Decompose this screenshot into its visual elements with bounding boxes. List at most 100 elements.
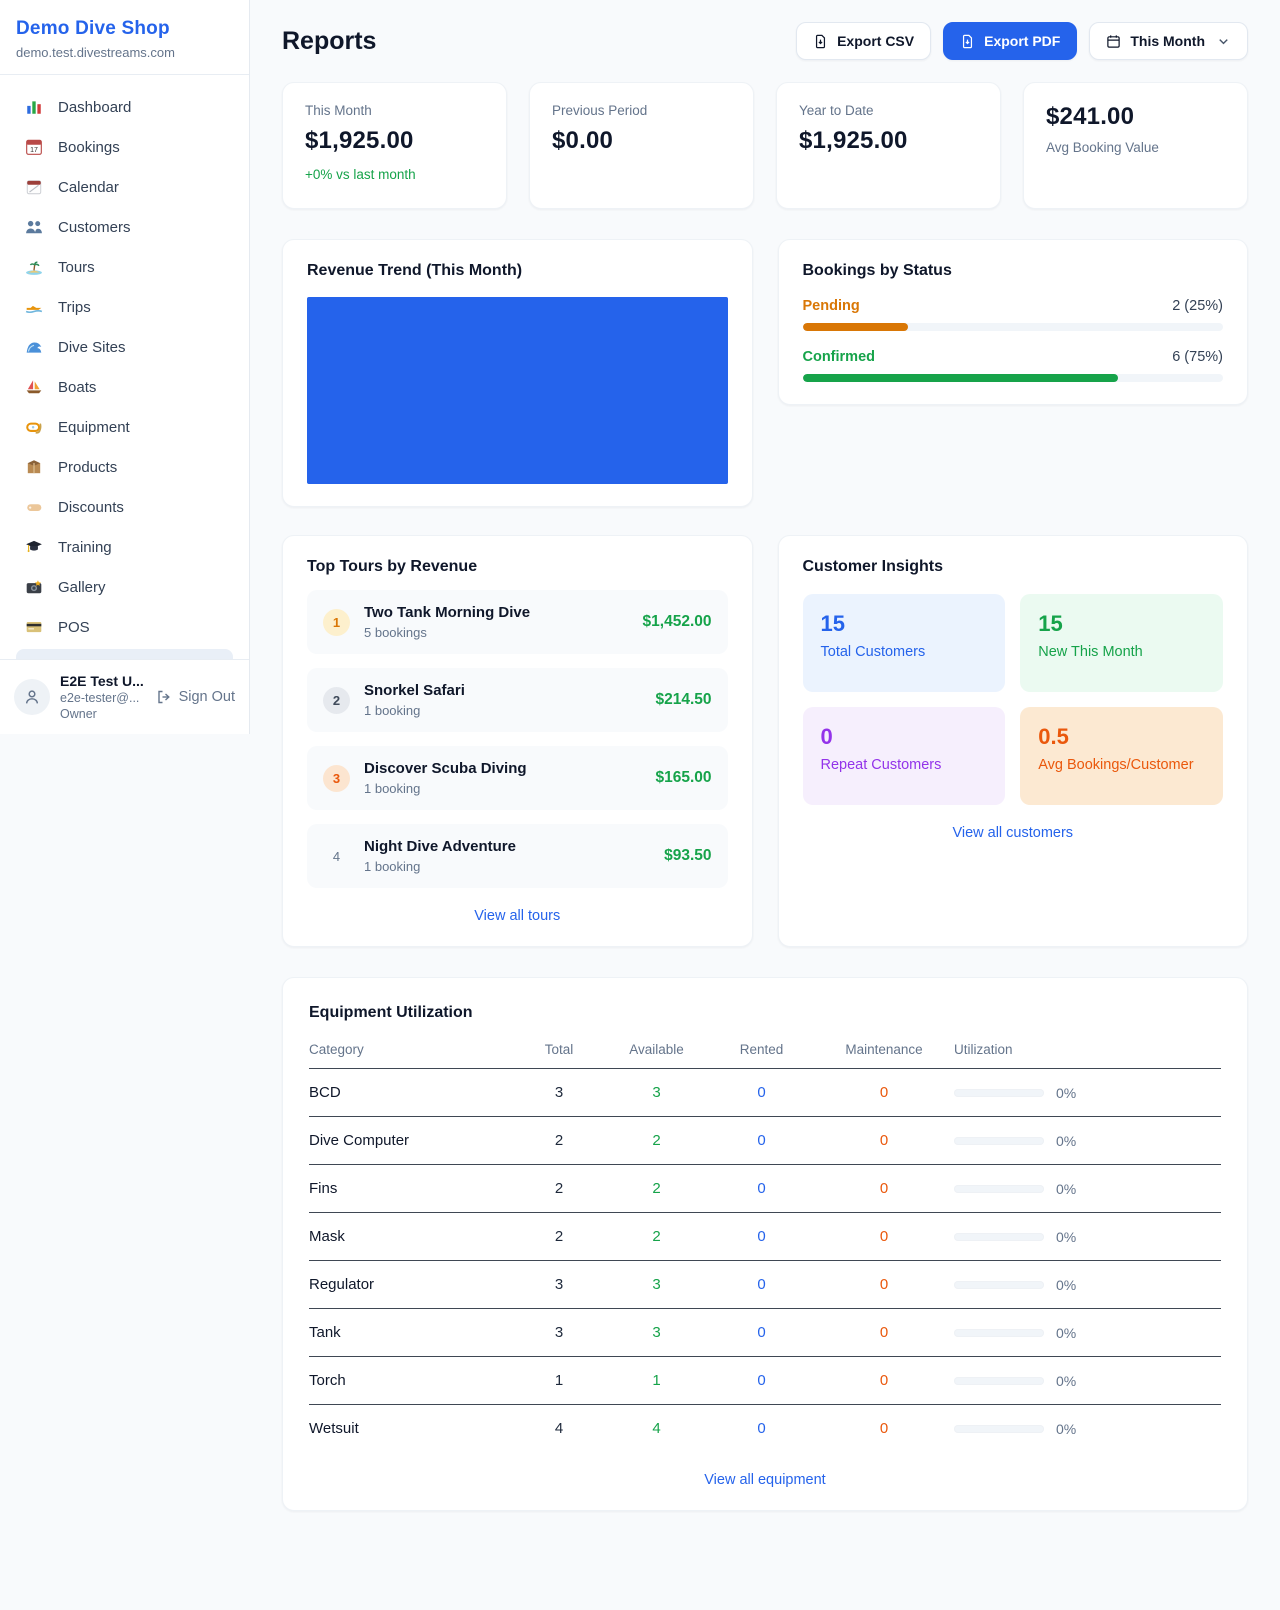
equipment-total: 3 — [554, 1276, 564, 1293]
equipment-maintenance: 0 — [879, 1324, 889, 1341]
tour-name: Two Tank Morning Dive — [364, 604, 531, 621]
tile-label: New This Month — [1038, 644, 1143, 660]
table-row: Torch 1 1 0 0 0% — [309, 1357, 1221, 1405]
table-header: Category Total Available Rented Maintena… — [309, 1042, 1221, 1069]
status-bar-fill-confirmed — [802, 374, 1118, 382]
sign-out-button[interactable]: Sign Out — [156, 689, 235, 705]
sidebar-item-gallery[interactable]: Gallery — [12, 569, 237, 605]
utilization-percent: 0% — [1056, 1372, 1077, 1389]
sidebar-item-label: POS — [58, 618, 90, 636]
column-header-maintenance: Maintenance — [845, 1042, 923, 1057]
tile-label: Repeat Customers — [820, 757, 942, 773]
sidebar-item-label: Trips — [58, 298, 91, 316]
tile-value: 0.5 — [1038, 724, 1069, 749]
stat-value: $1,925.00 — [799, 127, 908, 154]
avatar — [14, 679, 50, 715]
equipment-maintenance: 0 — [879, 1372, 889, 1389]
utilization-bar — [954, 1232, 1044, 1241]
sidebar-item-equipment[interactable]: Equipment — [12, 409, 237, 445]
stat-card-avg-booking-value: $241.00 Avg Booking Value — [1023, 82, 1248, 209]
equipment-category: Torch — [309, 1372, 346, 1389]
sidebar-item-label: Dive Sites — [58, 338, 126, 356]
sidebar-item-training[interactable]: Training — [12, 529, 237, 565]
sidebar-item-discounts[interactable]: Discounts — [12, 489, 237, 525]
sailboat-icon — [24, 378, 44, 396]
sidebar-item-label: Equipment — [58, 418, 130, 436]
tile-label: Avg Bookings/Customer — [1038, 757, 1194, 773]
charts-row: Revenue Trend (This Month) Bookings by S… — [282, 239, 1248, 507]
stats-row: This Month $1,925.00 +0% vs last month P… — [282, 82, 1248, 209]
shop-name: Demo Dive Shop — [16, 18, 170, 39]
top-tours-list: 1 Two Tank Morning Dive 5 bookings $1,45… — [307, 590, 728, 888]
equipment-rented: 0 — [757, 1084, 766, 1101]
utilization-bar — [954, 1280, 1044, 1289]
period-label: This Month — [1130, 33, 1205, 49]
people-icon — [24, 218, 44, 236]
status-label-pending: Pending — [802, 298, 860, 314]
status-bar-track — [802, 323, 1223, 331]
sidebar-item-pos[interactable]: POS — [12, 609, 237, 645]
export-csv-button[interactable]: Export CSV — [796, 22, 932, 60]
active-nav-highlight — [16, 649, 233, 659]
equipment-category: Tank — [309, 1324, 341, 1341]
sidebar-item-trips[interactable]: Trips — [12, 289, 237, 325]
equipment-rented: 0 — [757, 1132, 766, 1149]
island-icon — [24, 258, 44, 276]
user-email: e2e-tester@... — [60, 691, 140, 705]
tag-icon — [24, 498, 44, 516]
stat-card-year-to-date: Year to Date $1,925.00 — [776, 82, 1001, 209]
tour-name: Snorkel Safari — [364, 682, 465, 699]
utilization-percent: 0% — [1056, 1420, 1077, 1437]
tour-revenue: $1,452.00 — [642, 613, 712, 630]
sidebar-item-products[interactable]: Products — [12, 449, 237, 485]
utilization-percent: 0% — [1056, 1132, 1077, 1149]
sidebar-item-boats[interactable]: Boats — [12, 369, 237, 405]
table-row: Mask 2 2 0 0 0% — [309, 1213, 1221, 1261]
customer-insights-card: Customer Insights 15 Total Customers 15 … — [777, 535, 1248, 947]
equipment-utilization-title: Equipment Utilization — [309, 1004, 473, 1021]
sidebar-item-label: Training — [58, 538, 112, 556]
insights-row: Top Tours by Revenue 1 Two Tank Morning … — [282, 535, 1248, 947]
top-tours-title: Top Tours by Revenue — [307, 558, 478, 575]
tour-bookings: 1 booking — [364, 781, 421, 796]
tour-bookings: 5 bookings — [364, 625, 427, 640]
sidebar-item-label: Bookings — [58, 138, 120, 156]
export-pdf-label: Export PDF — [984, 33, 1061, 49]
equipment-rented: 0 — [757, 1228, 766, 1245]
table-row: Dive Computer 2 2 0 0 0% — [309, 1117, 1221, 1165]
column-header-rented: Rented — [739, 1042, 784, 1057]
stat-value: $241.00 — [1046, 103, 1135, 130]
equipment-maintenance: 0 — [879, 1132, 889, 1149]
sidebar-item-dashboard[interactable]: Dashboard — [12, 89, 237, 125]
sidebar-item-calendar[interactable]: Calendar — [12, 169, 237, 205]
view-all-tours-link[interactable]: View all tours — [474, 908, 561, 924]
main-content: Reports Export CSV Export PDF This Month… — [250, 0, 1280, 1551]
stat-card-previous-period: Previous Period $0.00 — [529, 82, 754, 209]
sidebar-item-bookings[interactable]: 17 Bookings — [12, 129, 237, 165]
tour-name: Discover Scuba Diving — [364, 760, 527, 777]
tour-bookings: 1 booking — [364, 703, 421, 718]
bookings-by-status-title: Bookings by Status — [802, 262, 952, 279]
equipment-utilization-card: Equipment Utilization Category Total Ava… — [282, 977, 1248, 1511]
speedboat-icon — [24, 298, 44, 316]
equipment-total: 3 — [554, 1084, 564, 1101]
equipment-rented: 0 — [757, 1324, 766, 1341]
view-all-equipment-link[interactable]: View all equipment — [704, 1472, 826, 1488]
chevron-down-icon — [1219, 38, 1228, 44]
sidebar-item-label: Discounts — [58, 498, 124, 516]
equipment-rented: 0 — [757, 1372, 766, 1389]
sidebar-item-tours[interactable]: Tours — [12, 249, 237, 285]
bar-chart-icon — [24, 98, 44, 116]
equipment-maintenance: 0 — [879, 1084, 889, 1101]
view-all-customers-link[interactable]: View all customers — [952, 825, 1074, 841]
period-dropdown[interactable]: This Month — [1089, 22, 1248, 60]
sidebar-item-dive-sites[interactable]: Dive Sites — [12, 329, 237, 365]
utilization-percent: 0% — [1056, 1276, 1077, 1293]
stat-label: Avg Booking Value — [1046, 140, 1159, 155]
header-actions: Export CSV Export PDF This Month — [796, 22, 1248, 60]
tour-row: 3 Discover Scuba Diving 1 booking $165.0… — [307, 746, 728, 810]
tour-row: 4 Night Dive Adventure 1 booking $93.50 — [307, 824, 728, 888]
sidebar-item-customers[interactable]: Customers — [12, 209, 237, 245]
equipment-available: 3 — [652, 1324, 661, 1341]
export-pdf-button[interactable]: Export PDF — [943, 22, 1078, 60]
